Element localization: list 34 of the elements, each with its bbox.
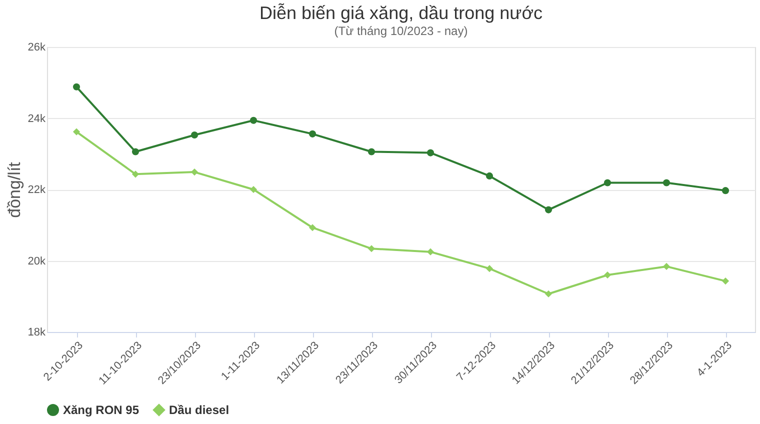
point: [250, 186, 258, 194]
chart-subtitle: (Từ tháng 10/2023 - nay): [334, 24, 468, 38]
y-axis-title: đồng/lít: [4, 162, 24, 218]
point: [722, 187, 730, 194]
point: [486, 265, 494, 272]
point: [72, 128, 80, 136]
point: [426, 149, 434, 156]
point: [250, 116, 258, 124]
point: [662, 179, 670, 186]
legend-label: Dầu diesel: [169, 403, 230, 417]
point: [604, 271, 612, 279]
chart-title: Diễn biến giá xăng, dầu trong nước: [259, 3, 543, 23]
point: [132, 170, 140, 178]
y-tick-label: 20k: [28, 255, 46, 268]
point: [722, 278, 730, 285]
point: [426, 248, 434, 256]
y-tick-label: 26k: [28, 42, 46, 54]
point: [368, 148, 376, 156]
y-tick-label: 24k: [28, 112, 46, 125]
point: [604, 179, 612, 186]
point: [486, 172, 494, 180]
point: [544, 206, 552, 214]
point: [190, 168, 198, 176]
point: [544, 290, 552, 298]
point: [662, 262, 670, 270]
point: [72, 83, 80, 90]
point: [132, 148, 140, 156]
point: [190, 131, 198, 139]
legend-label: Xăng RON 95: [63, 403, 140, 417]
point: [368, 245, 376, 252]
point: [308, 224, 316, 232]
y-tick-label: 22k: [28, 184, 46, 196]
y-tick-label: 18k: [28, 326, 46, 338]
point: [308, 130, 316, 138]
